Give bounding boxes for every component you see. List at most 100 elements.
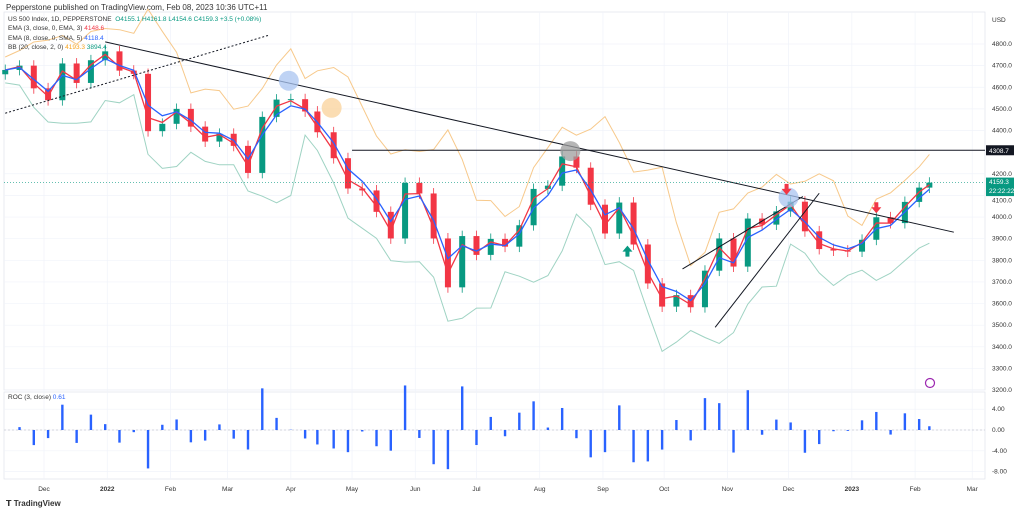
arrow-up-icon — [622, 245, 633, 257]
candle-body — [302, 99, 309, 112]
price-pane-border — [3, 11, 986, 391]
candle-body — [816, 231, 823, 250]
candle — [259, 111, 266, 179]
roc-tick-label: -4.00 — [992, 448, 1007, 455]
candle-body — [744, 218, 751, 267]
roc-bar — [232, 430, 235, 439]
candle-body — [145, 73, 152, 132]
candle — [673, 289, 680, 312]
x-tick-label: Aug — [534, 486, 546, 493]
roc-label[interactable]: ROC (3, close) — [8, 394, 51, 401]
candle — [487, 233, 494, 261]
roc-bar — [689, 430, 692, 441]
candle-body — [273, 99, 280, 117]
roc-bar — [703, 398, 707, 430]
roc-bar — [316, 430, 319, 445]
ema2-label[interactable]: EMA (8, close, 0, SMA, 5) — [8, 34, 83, 42]
bb-upper-value: 4193.3 — [65, 43, 85, 51]
candle-body — [573, 156, 580, 168]
candle-body — [559, 156, 566, 186]
x-tick-label: Apr — [286, 486, 297, 493]
roc-bar — [789, 422, 792, 430]
roc-bar — [603, 430, 607, 453]
tradingview-logo[interactable]: 𝗧 TradingView — [6, 499, 61, 508]
symbol-label[interactable]: US 500 Index, 1D, PEPPERSTONE — [8, 16, 112, 23]
roc-bar — [646, 430, 650, 462]
roc-bar — [632, 430, 635, 463]
candle-body — [673, 295, 680, 307]
candle — [516, 219, 523, 253]
level-price-text: 4308.7 — [989, 148, 1009, 155]
roc-bar — [389, 430, 392, 451]
high-value: H4161.8 — [141, 16, 167, 23]
roc-value: 0.61 — [52, 394, 66, 401]
roc-bar — [446, 430, 450, 470]
y-tick-label: 3200.0 — [992, 387, 1012, 394]
candle — [373, 185, 380, 218]
x-tick-label: Feb — [909, 486, 921, 493]
trendline — [105, 41, 954, 233]
level-price-badge — [986, 145, 1014, 156]
candle-body — [373, 190, 380, 212]
candle — [173, 103, 180, 130]
roc-bar — [618, 405, 621, 430]
bb-label[interactable]: BB (20, close, 2, 0) — [8, 43, 64, 51]
highlight-circle-marker — [278, 70, 299, 91]
candle-body — [530, 188, 537, 226]
candle — [416, 177, 423, 199]
roc-bar — [560, 407, 564, 430]
roc-bar — [917, 419, 921, 430]
candle-body — [116, 51, 123, 71]
candle — [744, 213, 751, 272]
candle-body — [616, 202, 623, 234]
candle-body — [644, 244, 651, 284]
y-tick-label: 3800.0 — [992, 257, 1012, 264]
last-price-badge — [986, 177, 1014, 197]
arrow-down-icon — [781, 183, 792, 195]
candle — [730, 233, 737, 272]
ema2-value: 4118.4 — [84, 34, 104, 42]
candle — [2, 64, 9, 80]
y-tick-label: 4500.0 — [992, 106, 1012, 113]
candle — [273, 94, 280, 123]
roc-bar — [732, 430, 735, 453]
candle — [616, 197, 623, 239]
candle — [430, 188, 437, 244]
y-tick-label: 4400.0 — [992, 128, 1012, 135]
candle-body — [502, 238, 509, 247]
candle — [159, 118, 166, 137]
candle-body — [630, 202, 637, 245]
roc-bar — [775, 419, 778, 430]
candle-body — [216, 133, 223, 142]
y-tick-label: 3400.0 — [992, 344, 1012, 351]
highlight-circle-marker — [560, 141, 581, 162]
candle-body — [287, 99, 294, 101]
roc-bar — [589, 430, 592, 458]
candle — [701, 265, 708, 313]
candle-body — [801, 201, 808, 232]
roc-bar — [818, 430, 821, 445]
candle-body — [773, 211, 780, 225]
roc-bar — [518, 412, 521, 430]
candle-body — [730, 238, 737, 267]
candle — [359, 183, 366, 196]
candle-body — [516, 225, 523, 247]
roc-bar — [903, 413, 907, 430]
candle-body — [45, 88, 52, 101]
roc-bar — [118, 430, 121, 443]
candle-body — [602, 204, 608, 234]
candle-body — [2, 69, 9, 75]
roc-bar — [889, 430, 892, 435]
open-value: O4155.1 — [115, 16, 141, 23]
logo-icon: 𝗧 — [6, 499, 12, 508]
low-value: L4154.6 — [168, 16, 192, 23]
roc-bar — [418, 430, 421, 438]
roc-bar — [275, 417, 278, 430]
roc-bar — [575, 430, 578, 439]
brand-text: TradingView — [13, 499, 61, 508]
candle — [216, 128, 223, 147]
candle — [73, 58, 80, 89]
x-tick-label: Jul — [472, 486, 481, 493]
ema1-label[interactable]: EMA (3, close, 0, EMA, 3) — [8, 25, 83, 33]
